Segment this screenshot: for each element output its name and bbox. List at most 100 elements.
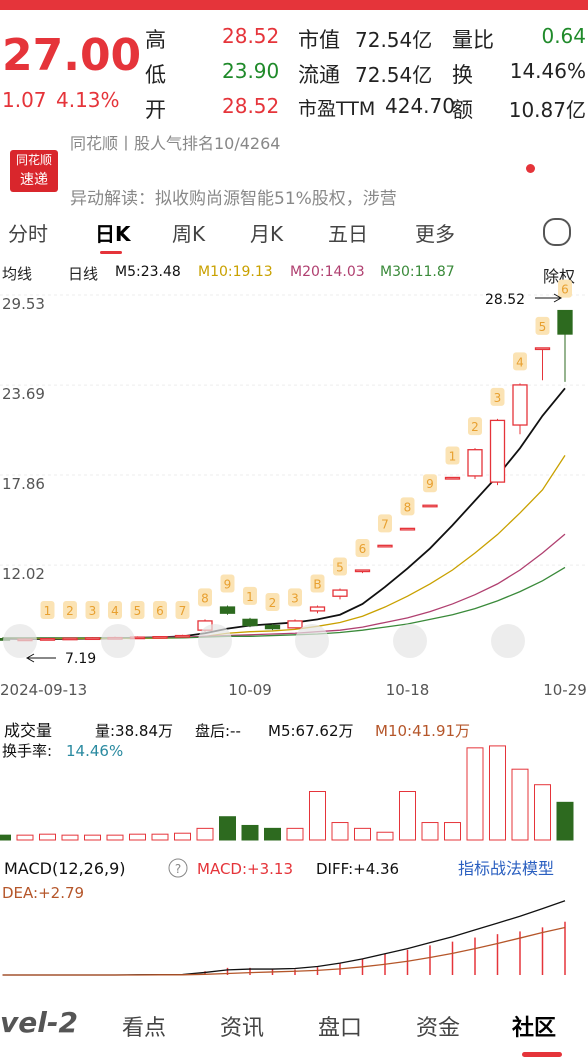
candle-body (534, 347, 551, 351)
tab[interactable]: 周K (172, 222, 206, 246)
volume-bar (331, 822, 349, 841)
volume-bar (264, 827, 281, 841)
field-value: 72.54亿 (355, 63, 433, 87)
panel-title: MACD(12,26,9) (4, 859, 126, 878)
volume-bar (219, 816, 236, 841)
candle-body (39, 638, 56, 641)
badge-bg (333, 557, 347, 576)
top-bar (0, 0, 588, 10)
high-marker: 28.52 (485, 292, 525, 308)
tab[interactable]: 日K (95, 222, 131, 246)
badge: 9 (426, 477, 434, 491)
badge-bg (400, 497, 415, 516)
badge-bg (288, 588, 302, 607)
badge: 2 (471, 420, 479, 434)
candle-body (152, 635, 168, 639)
field-value: 424.70 (385, 94, 455, 118)
settings-icon[interactable] (543, 218, 571, 246)
candle-body (377, 544, 393, 548)
badge: 6 (359, 542, 367, 556)
field-label: 换 (452, 63, 473, 87)
badge-bg (175, 601, 190, 619)
y-tick-label: 12.02 (2, 565, 45, 583)
field-value: 10.87亿 (508, 98, 586, 122)
volume-bar (174, 832, 191, 841)
badge: 1 (44, 604, 52, 618)
macd-legend: DIFF:+4.36 (316, 860, 399, 878)
tab[interactable]: 月K (250, 222, 284, 246)
vol-legend: 量:38.84万 (95, 722, 173, 740)
badge: 5 (134, 604, 142, 618)
field-label: 流通 (298, 63, 340, 87)
candle-body (489, 419, 506, 483)
period: 日线 (68, 265, 99, 283)
tab[interactable]: 五日 (328, 222, 368, 246)
candle-body (422, 504, 438, 508)
badge: 9 (224, 577, 232, 591)
badge: 6 (561, 283, 569, 297)
candle-body (512, 384, 528, 426)
macd-legend: MACD:+3.13 (197, 860, 293, 878)
logo: 同花顺 速递 (10, 150, 58, 192)
badge-bg (513, 352, 527, 371)
volume-bar (61, 834, 79, 841)
badge: 3 (494, 391, 502, 405)
ma-toggle[interactable]: 均线 (2, 265, 33, 283)
turnover-value: 14.46% (66, 742, 123, 760)
price: 27.00 (2, 30, 142, 81)
candle-body (62, 637, 78, 641)
logo-text: 同花顺 (15, 153, 52, 167)
badge-bg (220, 574, 235, 593)
news-line[interactable]: 异动解读：拟收购尚源智能51%股权，涉营 (70, 189, 397, 206)
nav-underline (522, 1052, 562, 1057)
volume-bar (106, 834, 124, 841)
badge-bg (558, 279, 572, 298)
tab[interactable]: 更多 (415, 222, 455, 246)
nav-item[interactable]: 资讯 (220, 1016, 265, 1041)
badge: 2 (66, 604, 74, 618)
field-label: 高 (145, 28, 166, 52)
tab[interactable]: 分时 (8, 222, 48, 246)
candle-body (444, 476, 461, 480)
x-tick-label: 10-18 (386, 681, 430, 699)
nav-item[interactable]: 看点 (122, 1016, 167, 1041)
badge: 7 (381, 517, 389, 531)
field-value: 0.64 (541, 24, 586, 48)
volume-bar (534, 784, 551, 841)
field-value: 28.52 (222, 94, 280, 118)
chart-control (198, 624, 232, 658)
nav-item[interactable]: 社区 (512, 1016, 557, 1041)
arrow-head (25, 653, 35, 663)
volume-bar (399, 791, 416, 841)
badge: 1 (246, 590, 254, 604)
vol-legend: M5:67.62万 (268, 722, 353, 740)
change-pct: 4.13% (56, 88, 120, 112)
nav-item[interactable]: vel-2 (0, 1006, 78, 1039)
macd-legend: DEA:+2.79 (2, 884, 84, 902)
badge-bg (468, 417, 482, 436)
field-value: 72.54亿 (355, 28, 433, 52)
legend-entry: M10:19.13 (198, 264, 273, 280)
y-tick-label: 17.86 (2, 475, 45, 493)
tab-underline (100, 251, 122, 254)
field-label: 低 (145, 63, 166, 87)
logo-text: 速递 (20, 172, 48, 188)
badge-bg (153, 601, 167, 619)
legend-entry: M30:11.87 (380, 264, 455, 280)
badge-bg (535, 316, 550, 335)
nav-item[interactable]: 资金 (416, 1016, 461, 1041)
news: 同花顺丨股人气排名10/4264 同花顺 速递 异动解读：拟收购尚源智能51%股权… (0, 128, 588, 206)
candle-body (264, 624, 281, 630)
candle-body (242, 618, 258, 627)
badge: B (313, 577, 321, 591)
macd-line (2, 900, 566, 976)
nav-item[interactable]: 盘口 (318, 1016, 363, 1041)
legend-entry: M5:23.48 (115, 264, 181, 280)
volume-bar (376, 831, 394, 841)
badge-bg (490, 387, 505, 406)
candle-body (287, 620, 303, 629)
low-marker: 7.19 (65, 651, 96, 667)
candle-body (332, 589, 348, 597)
badge-bg (445, 446, 460, 465)
